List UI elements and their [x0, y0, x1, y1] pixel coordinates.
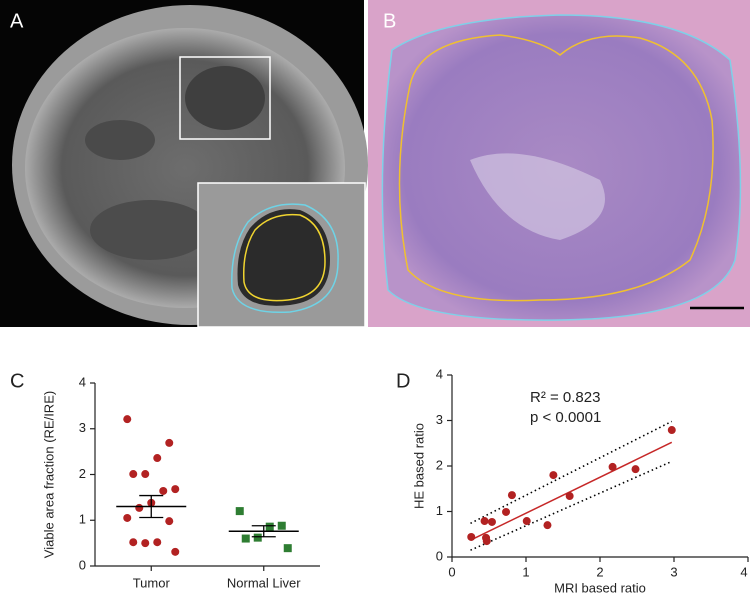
- x-tick-label: 4: [740, 564, 747, 579]
- x-tick-label: Normal Liver: [227, 575, 301, 590]
- y-tick-label: 4: [436, 366, 443, 381]
- data-point: [141, 539, 150, 548]
- panel-label: C: [10, 370, 24, 392]
- data-point: [123, 415, 132, 424]
- data-point: [502, 507, 511, 516]
- y-tick-label: 3: [436, 412, 443, 427]
- data-point: [129, 470, 138, 479]
- data-point: [608, 462, 617, 471]
- x-axis-label: MRI based ratio: [554, 580, 646, 595]
- data-point: [153, 454, 162, 463]
- mri-image: [0, 0, 368, 328]
- y-axis-label: HE based ratio: [411, 423, 426, 509]
- annotation: p < 0.0001: [530, 409, 601, 426]
- confidence-band: [470, 460, 673, 551]
- x-tick-label: 3: [670, 564, 677, 579]
- data-point: [487, 517, 496, 526]
- data-point: [667, 426, 676, 435]
- x-tick-label: 0: [448, 564, 455, 579]
- x-tick-label: 1: [522, 564, 529, 579]
- data-point: [141, 470, 150, 479]
- data-point: [467, 532, 476, 541]
- data-point: [235, 507, 244, 516]
- data-point: [123, 513, 132, 522]
- data-point: [565, 492, 574, 501]
- data-point: [522, 517, 531, 526]
- y-tick-label: 3: [79, 420, 86, 435]
- panel-label: B: [383, 10, 396, 32]
- data-point: [153, 538, 162, 547]
- data-point: [631, 465, 640, 474]
- x-tick-label: Tumor: [133, 575, 171, 590]
- data-point: [549, 471, 558, 480]
- panel-label: A: [10, 10, 24, 32]
- data-point: [135, 503, 144, 512]
- y-tick-label: 0: [79, 557, 86, 572]
- data-point: [507, 491, 516, 500]
- y-tick-label: 4: [79, 374, 86, 389]
- data-point: [171, 485, 180, 494]
- data-point: [241, 534, 250, 543]
- data-point: [253, 533, 262, 542]
- regression-line: [470, 441, 673, 541]
- y-tick-label: 1: [436, 503, 443, 518]
- data-point: [165, 438, 174, 447]
- y-tick-label: 2: [79, 466, 86, 481]
- data-point: [543, 521, 552, 530]
- confidence-band: [470, 420, 673, 525]
- data-point: [283, 544, 292, 553]
- data-point: [480, 517, 489, 526]
- data-point: [482, 537, 491, 546]
- y-axis-label: Viable area fraction (RE/IRE): [41, 391, 56, 558]
- he-image: [368, 0, 750, 327]
- data-point: [129, 538, 138, 547]
- data-point: [165, 517, 174, 526]
- data-point: [171, 547, 180, 556]
- y-tick-label: 1: [79, 512, 86, 527]
- data-point: [277, 521, 286, 530]
- panel-label: D: [396, 370, 410, 392]
- y-tick-label: 2: [436, 457, 443, 472]
- y-tick-label: 0: [436, 548, 443, 563]
- data-point: [265, 522, 274, 531]
- annotation: R² = 0.823: [530, 389, 600, 406]
- x-tick-label: 2: [596, 564, 603, 579]
- data-point: [159, 486, 168, 495]
